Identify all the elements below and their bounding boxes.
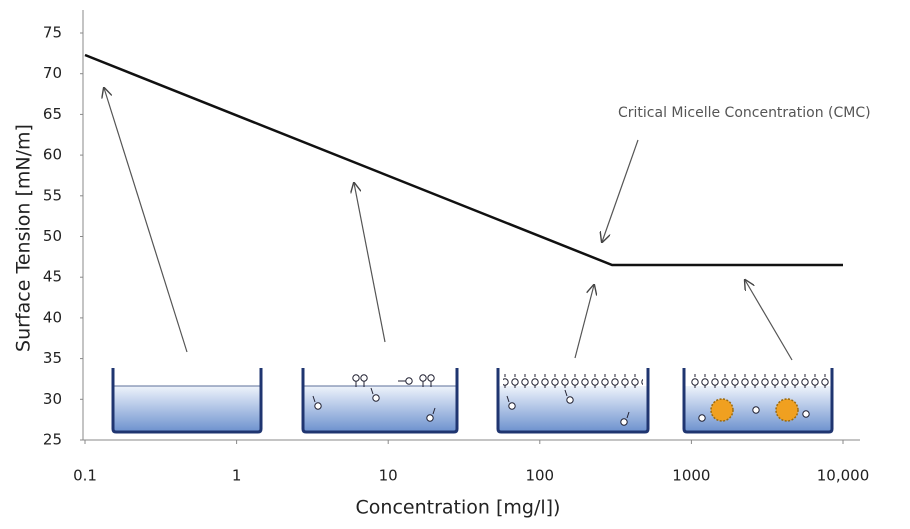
y-tick-label: 70 — [43, 64, 62, 82]
beaker — [496, 368, 650, 434]
x-tick-label: 100 — [525, 467, 554, 485]
y-tick-label: 25 — [43, 431, 62, 449]
y-tick-label: 55 — [43, 186, 62, 204]
beaker — [301, 368, 459, 434]
y-tick-label: 35 — [43, 349, 62, 367]
y-tick-label: 45 — [43, 268, 62, 286]
beaker — [682, 368, 834, 434]
annotation: Critical Micelle Concentration (CMC) — [618, 105, 871, 121]
y-tick-label: 75 — [43, 24, 62, 42]
y-tick-label: 40 — [43, 308, 62, 326]
data-line — [84, 53, 843, 267]
x-tick-label: 1 — [232, 467, 242, 485]
x-tick-label: 10 — [379, 467, 398, 485]
y-tick-label: 30 — [43, 390, 62, 408]
y-axis-label: Surface Tension [mN/m] — [13, 124, 35, 352]
x-tick-label: 10,000 — [817, 467, 870, 485]
y-tick-label: 65 — [43, 105, 62, 123]
x-tick-label: 1000 — [672, 467, 710, 485]
y-tick-label: 60 — [43, 146, 62, 164]
x-axis-label: Concentration [mg/l]) — [356, 497, 561, 519]
y-tick-label: 50 — [43, 227, 62, 245]
beaker — [111, 368, 263, 434]
x-tick-label: 0.1 — [73, 467, 97, 485]
beakers — [111, 368, 834, 434]
arrows — [104, 88, 793, 361]
